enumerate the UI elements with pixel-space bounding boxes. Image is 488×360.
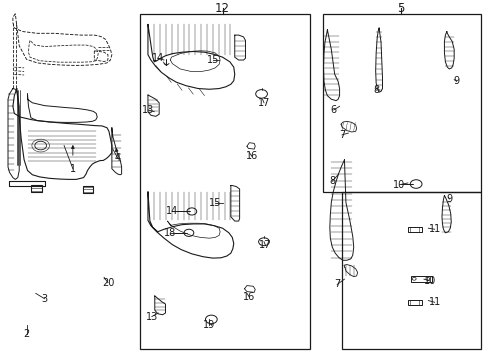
Text: 17: 17 [257, 98, 270, 108]
Text: 3: 3 [41, 294, 47, 304]
Text: 17: 17 [259, 240, 271, 250]
Text: 1: 1 [70, 164, 76, 174]
Text: 12: 12 [215, 2, 229, 15]
Text: 13: 13 [142, 105, 154, 115]
Text: 20: 20 [102, 278, 114, 288]
Text: 15: 15 [207, 55, 219, 65]
Text: 13: 13 [145, 311, 158, 321]
Text: 16: 16 [243, 292, 255, 302]
Text: 15: 15 [209, 198, 221, 208]
Text: 16: 16 [245, 151, 257, 161]
Text: 5: 5 [396, 2, 404, 15]
Text: 11: 11 [427, 224, 440, 234]
Text: 2: 2 [23, 329, 30, 339]
Bar [407, 300, 422, 305]
Text: 14: 14 [166, 206, 178, 216]
Bar [82, 186, 93, 193]
Text: 8: 8 [328, 176, 335, 186]
Text: 14: 14 [151, 53, 163, 63]
Text: 18: 18 [164, 228, 176, 238]
Bar [407, 227, 422, 232]
Text: 4: 4 [114, 153, 121, 163]
Bar [322, 14, 480, 192]
Text: 7: 7 [338, 130, 345, 140]
Text: 7: 7 [333, 279, 340, 289]
Bar [341, 192, 480, 348]
Text: 11: 11 [427, 297, 440, 307]
Text: 10: 10 [423, 276, 435, 286]
Bar [140, 14, 310, 348]
Bar [410, 276, 431, 282]
Text: 19: 19 [203, 320, 215, 330]
Text: 6: 6 [330, 105, 336, 115]
Text: 8: 8 [372, 85, 378, 95]
Text: 10: 10 [393, 180, 405, 190]
Bar [31, 185, 41, 192]
Text: 9: 9 [446, 194, 451, 204]
Text: 9: 9 [453, 76, 459, 86]
